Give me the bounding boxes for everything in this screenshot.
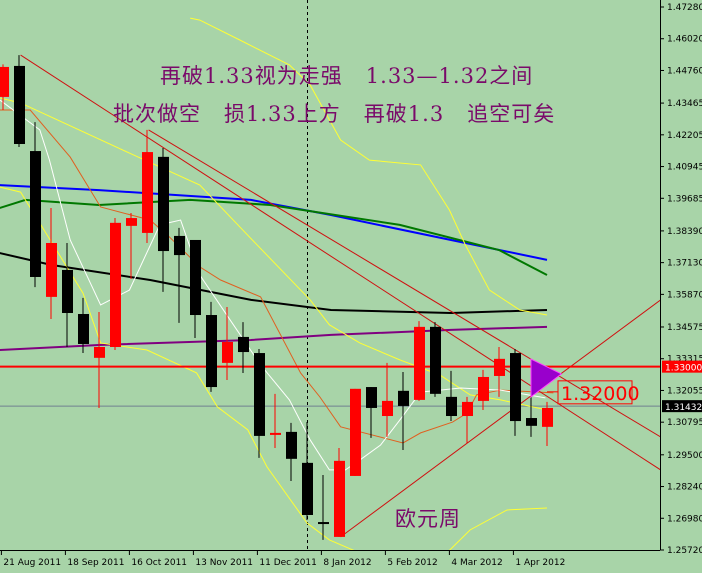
y-tick-label: 1.38390 bbox=[667, 227, 702, 237]
candle-up bbox=[0, 66, 9, 97]
candle-down bbox=[14, 65, 25, 145]
indicator-line-white bbox=[0, 99, 546, 471]
candle-up bbox=[94, 347, 105, 358]
price-tag-bg bbox=[662, 400, 702, 413]
candle-up bbox=[270, 432, 281, 435]
y-tick-label: 1.29500 bbox=[667, 451, 702, 461]
candle-up bbox=[542, 407, 553, 427]
trendline bbox=[20, 54, 660, 471]
price-tag-label: 1.31432 bbox=[665, 403, 702, 413]
candle-down bbox=[510, 353, 521, 422]
candle-down bbox=[190, 239, 201, 316]
candle-down bbox=[30, 151, 41, 277]
candle-up bbox=[478, 376, 489, 401]
candle-down bbox=[446, 396, 457, 417]
candle-down bbox=[318, 522, 329, 525]
y-tick-label: 1.43465 bbox=[667, 99, 702, 109]
candle-up bbox=[494, 358, 505, 376]
y-tick-label: 1.35870 bbox=[667, 290, 702, 300]
candle-down bbox=[158, 156, 169, 252]
candle-up bbox=[462, 401, 473, 417]
y-tick-label: 1.37130 bbox=[667, 259, 702, 269]
indicator-line-bands bbox=[190, 17, 548, 316]
candle-down bbox=[78, 314, 89, 344]
trendline bbox=[148, 129, 660, 438]
candle-down bbox=[366, 387, 377, 408]
x-tick-label: 11 Dec 2011 bbox=[259, 558, 317, 568]
candle-up bbox=[350, 388, 361, 476]
x-tick-label: 4 Mar 2012 bbox=[451, 558, 502, 568]
candle-down bbox=[302, 462, 313, 515]
indicator-line-ma_blue bbox=[0, 184, 548, 261]
y-tick-label: 1.30795 bbox=[667, 418, 702, 428]
y-tick-label: 1.46020 bbox=[667, 35, 702, 45]
trendline bbox=[340, 299, 660, 538]
indicator-line-ma_purple bbox=[0, 325, 548, 352]
y-tick-label: 1.40945 bbox=[667, 163, 702, 173]
candle-down bbox=[174, 235, 185, 256]
y-tick-label: 1.34575 bbox=[667, 323, 702, 333]
annotation-line-1: 再破1.33视为走强 1.33—1.32之间 bbox=[160, 64, 534, 88]
x-tick-label: 16 Oct 2011 bbox=[131, 558, 187, 568]
x-tick-label: 1 Apr 2012 bbox=[515, 558, 565, 568]
indicator-line-bands bbox=[0, 186, 548, 550]
candle-down bbox=[254, 353, 265, 436]
price-label-box bbox=[557, 380, 633, 405]
candle-up bbox=[414, 326, 425, 400]
plot-area: 1.32000 bbox=[0, 0, 660, 550]
candle-down bbox=[430, 326, 441, 394]
x-tick-label: 18 Sep 2011 bbox=[67, 558, 124, 568]
y-tick-label: 1.26980 bbox=[667, 514, 702, 524]
x-tick-label: 21 Aug 2011 bbox=[3, 558, 61, 568]
y-tick-label: 1.32055 bbox=[667, 386, 702, 396]
candle-up bbox=[142, 152, 153, 233]
candle-down bbox=[62, 269, 73, 314]
y-tick-label: 1.39685 bbox=[667, 194, 702, 204]
candle-down bbox=[238, 336, 249, 353]
indicator-line-orange bbox=[0, 109, 554, 444]
annotation-line-2: 批次做空 损1.33上方 再破1.3 追空可矣 bbox=[113, 102, 556, 126]
x-tick-label: 5 Feb 2012 bbox=[387, 558, 437, 568]
x-tick-label: 13 Nov 2011 bbox=[195, 558, 253, 568]
y-tick-label: 1.28240 bbox=[667, 483, 702, 493]
y-tick-label: 1.47280 bbox=[667, 3, 702, 13]
candle-down bbox=[286, 431, 297, 459]
candle-down bbox=[206, 315, 217, 388]
y-tick-label: 1.42205 bbox=[667, 131, 702, 141]
candle-up bbox=[222, 341, 233, 363]
price-tag-bg bbox=[662, 360, 702, 373]
price-label-text: 1.32000 bbox=[561, 383, 640, 405]
y-tick-label: 1.25720 bbox=[667, 546, 702, 556]
candle-down bbox=[526, 418, 537, 426]
indicator-line-ma_green bbox=[0, 198, 548, 276]
y-tick-label: 1.44760 bbox=[667, 66, 702, 76]
candle-up bbox=[126, 218, 137, 226]
candle-up bbox=[46, 242, 57, 297]
indicator-line-bands bbox=[0, 97, 548, 411]
candle-up bbox=[334, 460, 345, 537]
candle-up bbox=[110, 222, 121, 348]
candle-down bbox=[398, 390, 409, 406]
candle-up bbox=[382, 400, 393, 417]
chart-caption: 欧元周 bbox=[395, 507, 461, 531]
price-tag-label: 1.33000 bbox=[665, 364, 702, 374]
y-tick-label: 1.33315 bbox=[667, 355, 702, 365]
x-tick-label: 8 Jan 2012 bbox=[323, 558, 371, 568]
triangle-object bbox=[530, 358, 563, 398]
